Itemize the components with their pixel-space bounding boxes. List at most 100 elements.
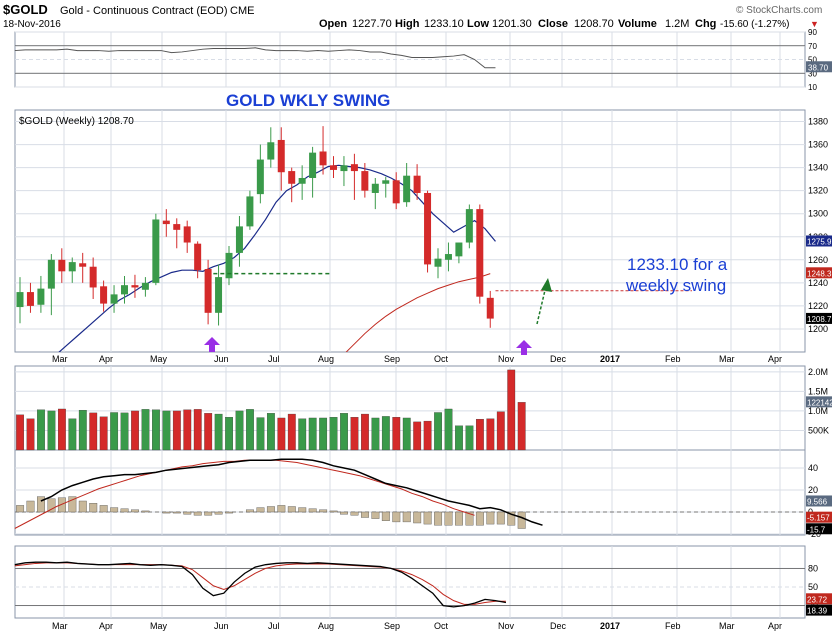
macd-histogram-bar (68, 496, 77, 513)
x-axis-label: Sep (384, 621, 400, 631)
macd-histogram-bar (455, 511, 463, 526)
macd-histogram-bar (329, 510, 338, 513)
chg-value: -15.60 (-1.27%) (720, 19, 789, 30)
indicator-value-label: 38.70 (808, 63, 829, 72)
candle-body (413, 175, 421, 193)
macd-histogram-bar (131, 509, 139, 513)
x-axis-label: Apr (99, 621, 113, 631)
macd-histogram-bar (89, 503, 98, 513)
macd-histogram-bar (214, 511, 223, 515)
x-axis-label: Aug (318, 621, 334, 631)
volume-bar (110, 412, 119, 451)
volume-bar (340, 413, 348, 451)
stochastic-layer (14, 561, 805, 608)
candle-body (371, 183, 379, 193)
macd-tick-label: 20 (808, 485, 818, 495)
projection-arrow-line (536, 285, 547, 325)
volume-bar (465, 425, 474, 451)
volume-tick-label: 1.0M (808, 406, 828, 416)
volume-bar (329, 417, 338, 451)
x-axis-label: Jul (268, 354, 280, 364)
candle-body (444, 254, 452, 260)
stoch-value-label: 18.39 (807, 607, 828, 616)
chart-title: GOLD WKLY SWING (226, 91, 390, 110)
price-value-box (806, 267, 832, 279)
macd-histogram-bar (434, 511, 443, 526)
volume-bar (350, 417, 359, 451)
candle-body (403, 175, 411, 203)
annotation-line-1: 1233.10 for a (627, 255, 728, 274)
volume-bar (266, 413, 275, 451)
candle-body (100, 286, 108, 304)
volume-bar (246, 409, 254, 451)
indicator-top-layer (14, 45, 805, 74)
candle-body (277, 139, 285, 173)
x-axis-label: Apr (99, 354, 113, 364)
candle-body (455, 242, 463, 257)
candle-body (350, 164, 358, 172)
candle-body (382, 180, 390, 184)
x-axis-label: 2017 (600, 354, 620, 364)
macd-histogram-bar (319, 509, 328, 513)
volume-bar (444, 408, 453, 451)
price-panel (14, 109, 806, 353)
volume-bar (392, 417, 401, 451)
macd-histogram-bar (486, 511, 495, 525)
macd-histogram-bar (381, 511, 390, 522)
price-tick-label: 1340 (808, 163, 828, 173)
candle-body (309, 152, 317, 178)
candle-body (288, 171, 296, 184)
x-axis-label: Feb (665, 354, 681, 364)
x-axis-label: Mar (719, 621, 735, 631)
stoch-k-line (14, 561, 507, 608)
x-axis-label: Nov (498, 621, 515, 631)
price-tick-label: 1220 (808, 301, 828, 311)
macd-histogram-bar (26, 500, 35, 513)
volume-bar (423, 420, 432, 451)
candle-body (225, 252, 233, 279)
low-marker-arrow-icon (516, 340, 532, 355)
candle-body (319, 151, 327, 166)
x-axis-label: Aug (318, 354, 334, 364)
x-axis-label: Nov (498, 354, 515, 364)
candle-body (330, 165, 337, 170)
candle-body (68, 262, 76, 272)
candle-body (465, 209, 473, 243)
macd-histogram-bar (308, 508, 317, 513)
macd-histogram-bar (225, 511, 234, 514)
stochastic-panel (14, 545, 806, 619)
volume-bar (99, 416, 108, 451)
x-axis-label: Oct (434, 354, 449, 364)
stoch-value-box (806, 604, 832, 616)
volume-bar (37, 409, 45, 451)
projection-arrowhead (541, 278, 552, 292)
grid-layer (15, 31, 805, 618)
price-tick-label: 1320 (808, 186, 828, 196)
volume-bar (308, 417, 317, 451)
candle-body (121, 285, 128, 295)
stoch-tick-label: 50 (808, 582, 818, 592)
price-value-label: 1248.3 (807, 269, 832, 278)
x-axis-label: Jun (214, 354, 229, 364)
price-tick-label: 1260 (808, 255, 828, 265)
candle-body (267, 142, 275, 160)
price-value-box (806, 235, 832, 247)
volume-bar (486, 418, 495, 451)
price-tick-label: 1300 (808, 209, 828, 219)
macd-histogram-bar (392, 511, 401, 523)
volume-bar (47, 410, 56, 451)
volume-tick-label: 1.5M (808, 386, 828, 396)
price-value-label: 1208.7 (807, 315, 832, 324)
macd-value-box (806, 511, 832, 523)
stoch-value-label: 23.72 (807, 595, 828, 604)
volume-value: 1.2M (665, 18, 689, 30)
volume-bar (496, 411, 505, 451)
candle-body (204, 269, 212, 313)
macd-histogram-bar (350, 511, 359, 516)
macd-histogram-bar (266, 506, 275, 513)
volume-bar (361, 413, 369, 451)
volume-bar (319, 417, 328, 451)
indicator-tick-label: 90 (808, 28, 817, 37)
axis-layer: Mar Mar Apr Apr May May Jun Jun Jul Jul Aug Aug Sep S… (52, 28, 832, 631)
